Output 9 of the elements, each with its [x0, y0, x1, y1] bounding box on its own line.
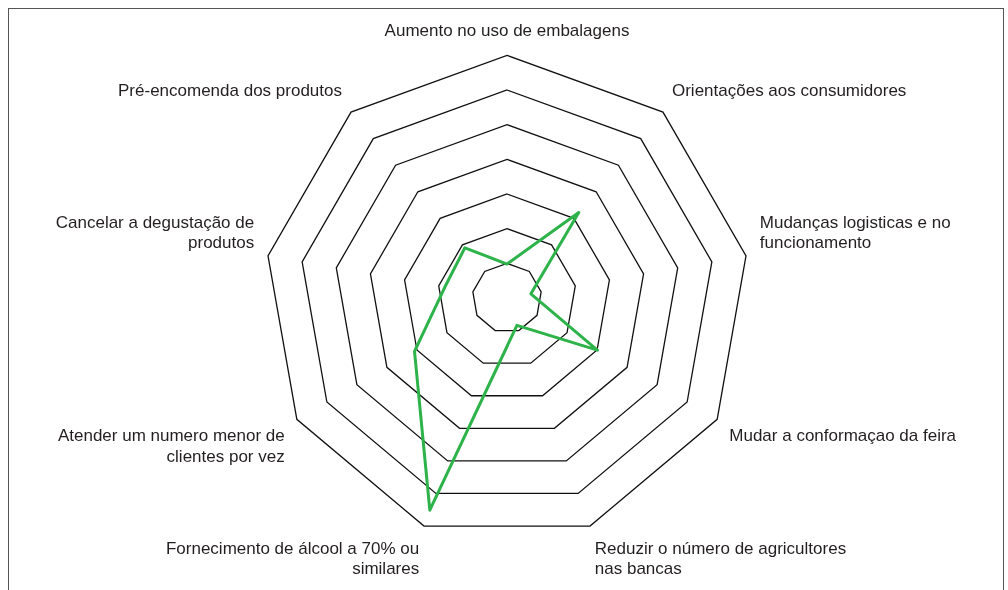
spoke-label: Orientações aos consumidores [671, 80, 907, 100]
spoke-label: Mudanças logisticas e no funcionamento [759, 212, 951, 252]
spoke-label: Reduzir o número de agricultores nas bancas [594, 539, 847, 579]
spoke-label: Atender um numero menor de clientes por vez [57, 426, 285, 466]
spoke-label: Aumento no uso de embalagens [384, 20, 630, 40]
spoke-label: Cancelar a degustação de produtos [55, 212, 255, 252]
spoke-label: Mudar a conformaçao da feira [729, 426, 957, 446]
spoke-label: Pré-encomenda dos produtos [118, 80, 343, 100]
spoke-label: Fornecimento de álcool a 70% ou similares [165, 539, 420, 579]
